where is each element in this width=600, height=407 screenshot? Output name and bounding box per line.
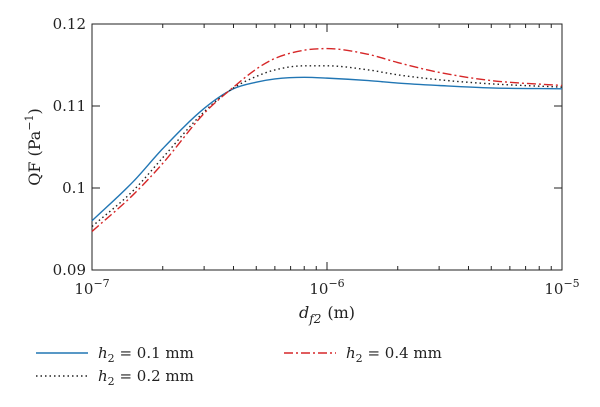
x-axis-label: df2 (m) (299, 303, 355, 326)
series-layer (91, 47, 563, 232)
series-line-3 (91, 47, 563, 232)
legend-label-3: h2 = 0.4 mm (346, 344, 442, 365)
y-axis-label-close: ) (25, 108, 44, 114)
x-tick-label: 10−6 (309, 277, 344, 298)
x-axis-label-sub: f2 (308, 312, 321, 326)
y-axis-label-sup: −1 (23, 114, 36, 130)
x-tick-label: 10−7 (74, 277, 109, 298)
y-axis-label-main: QF (Pa (25, 130, 44, 186)
ticks-layer: 10−7 10−6 10−5 0.09 0.1 0.11 0.12 (53, 15, 580, 298)
y-tick-label: 0.11 (53, 97, 86, 115)
y-tick-label: 0.1 (62, 179, 86, 197)
y-tick-label: 0.09 (53, 261, 86, 279)
y-axis-label: QF (Pa−1) (23, 108, 44, 186)
x-tick-label: 10−5 (544, 277, 579, 298)
y-tick-label: 0.12 (53, 15, 86, 33)
legend-label-2: h2 = 0.2 mm (98, 367, 194, 388)
x-axis-label-unit: (m) (327, 303, 355, 322)
legend-label-1: h2 = 0.1 mm (98, 344, 194, 365)
series-line-1 (91, 76, 563, 222)
x-axis-label-main: d (299, 303, 309, 322)
plot-area (91, 23, 563, 271)
